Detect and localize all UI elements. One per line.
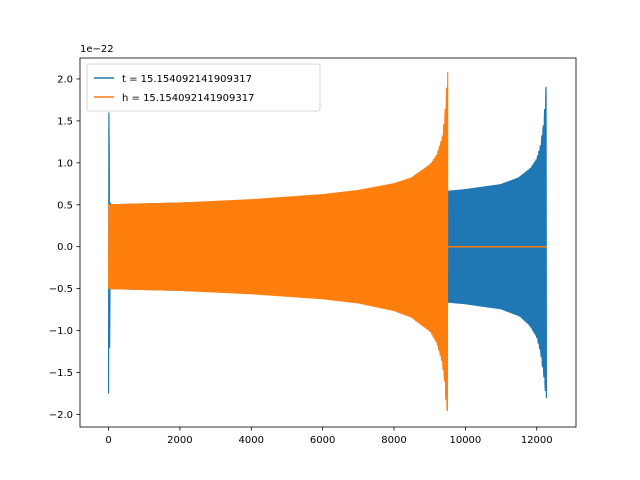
legend-box xyxy=(86,63,321,112)
y-tick-label: −2.0 xyxy=(49,410,73,421)
y-offset-label: 1e−22 xyxy=(80,44,114,55)
plot-area xyxy=(107,72,547,412)
legend: t = 15.154092141909317 h = 15.1540921419… xyxy=(86,63,321,112)
x-tick-label: 8000 xyxy=(381,435,406,446)
y-tick-label: 0.0 xyxy=(57,242,73,253)
y-tick-label: 0.5 xyxy=(57,200,73,211)
y-axis: −2.0 −1.5 −1.0 −0.5 0.0 0.5 1.0 1.5 2.0 xyxy=(49,74,80,421)
legend-label-series-t: t = 15.154092141909317 xyxy=(122,74,252,85)
y-tick-label: 2.0 xyxy=(57,74,73,85)
y-tick-label: −0.5 xyxy=(49,284,73,295)
x-axis: 0 2000 4000 6000 8000 10000 12000 xyxy=(105,427,553,446)
x-tick-label: 4000 xyxy=(239,435,264,446)
series-1-marks xyxy=(107,72,547,412)
y-tick-label: −1.5 xyxy=(49,368,73,379)
series-1-line xyxy=(107,72,449,412)
y-tick-label: −1.0 xyxy=(49,326,73,337)
legend-label-series-h: h = 15.154092141909317 xyxy=(122,93,254,104)
x-tick-label: 0 xyxy=(105,435,111,446)
axes-frame xyxy=(79,57,577,428)
y-tick-label: 1.0 xyxy=(57,158,73,169)
x-tick-label: 10000 xyxy=(449,435,481,446)
x-tick-label: 2000 xyxy=(167,435,192,446)
y-tick-label: 1.5 xyxy=(57,116,73,127)
x-tick-label: 6000 xyxy=(310,435,335,446)
x-tick-label: 12000 xyxy=(521,435,553,446)
